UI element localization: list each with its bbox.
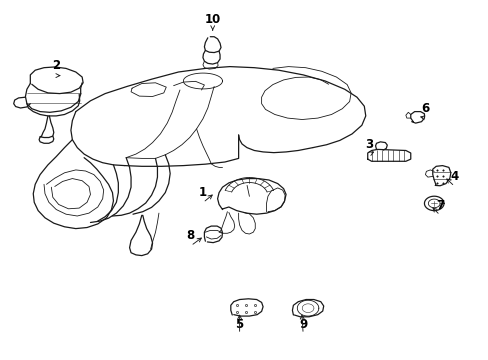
Text: 7: 7	[435, 199, 443, 212]
Text: 8: 8	[186, 229, 194, 242]
Text: 9: 9	[299, 318, 306, 330]
Text: 10: 10	[204, 13, 221, 26]
Text: 4: 4	[450, 170, 458, 183]
Text: 5: 5	[235, 318, 243, 330]
Text: 3: 3	[365, 138, 372, 150]
Text: 6: 6	[421, 102, 428, 114]
Text: 2: 2	[52, 59, 60, 72]
Text: 1: 1	[199, 186, 206, 199]
